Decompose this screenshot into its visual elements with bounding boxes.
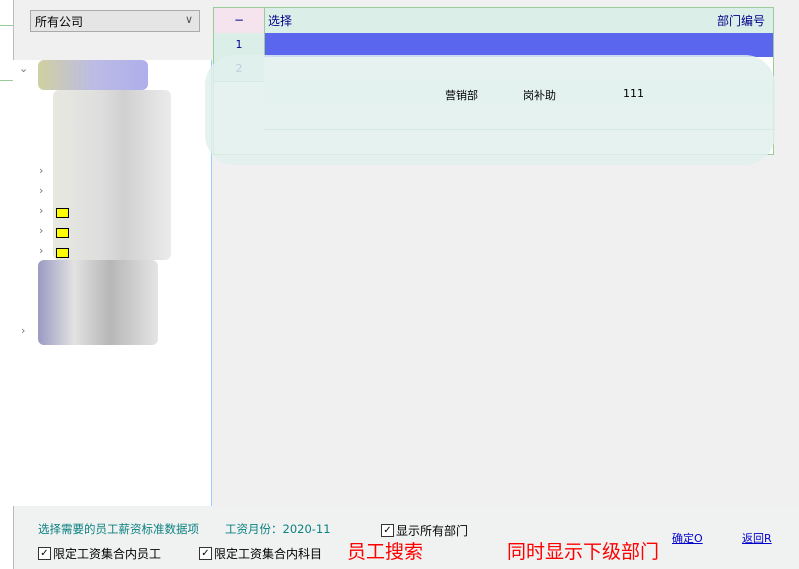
folder-icon [56,228,69,238]
checkbox-icon: ✓ [199,547,212,560]
tree-root-node[interactable] [38,60,148,90]
limit-subjects-checkbox[interactable]: ✓ 限定工资集合内科目 [199,545,322,562]
tree-expand-icon[interactable]: › [39,244,44,257]
chevron-down-icon: ∨ [184,13,193,26]
redacted-area: 营销部 岗补助 111 [205,55,775,165]
info-label: 选择需要的员工薪资标准数据项 [38,522,199,536]
footer-panel [14,507,799,569]
tree-expand-icon[interactable]: › [39,184,44,197]
checkbox-icon: ✓ [381,524,394,537]
selected-row[interactable] [264,33,773,57]
cell-fragment: 111 [623,87,644,100]
limit-employees-checkbox[interactable]: ✓ 限定工资集合内员工 [38,545,161,562]
tree-expand-icon[interactable]: › [21,324,26,337]
annotation-show-sub-depts: 同时显示下级部门 [507,541,660,563]
column-header-select[interactable]: 选择 [268,14,293,28]
cell-fragment: 营销部 [445,89,478,102]
show-all-depts-checkbox[interactable]: ✓ 显示所有部门 [381,522,468,539]
checkbox-label: 限定工资集合内科目 [214,547,323,561]
salary-month-label: 工资月份：2020-11 [225,522,331,536]
annotation-employee-search: 员工搜索 [347,541,424,563]
checkbox-icon: ✓ [38,547,51,560]
company-select-value: 所有公司 [35,15,84,29]
cell-fragment: 岗补助 [523,89,556,102]
tree-child-nodes[interactable] [53,90,171,260]
tree-expand-icon[interactable]: › [39,224,44,237]
folder-icon [56,208,69,218]
tree-expand-icon[interactable]: › [39,204,44,217]
tree-expand-icon[interactable]: › [39,164,44,177]
background-window [0,0,13,569]
ok-button[interactable]: 确定O [672,532,703,545]
checkbox-label: 显示所有部门 [396,524,469,538]
tree-expand-icon[interactable]: ⌄ [19,62,29,75]
department-tree[interactable]: ⌄ › › › › › › [13,60,212,506]
back-button[interactable]: 返回R [742,532,772,545]
checkbox-label: 限定工资集合内员工 [53,547,162,561]
folder-icon [56,248,69,258]
company-select[interactable]: 所有公司 ∨ [30,10,200,32]
tree-other-nodes[interactable] [38,260,158,345]
grid-header [214,8,773,34]
column-header-dept-code[interactable]: 部门编号 [716,14,765,28]
grid-corner[interactable]: − [214,8,265,33]
